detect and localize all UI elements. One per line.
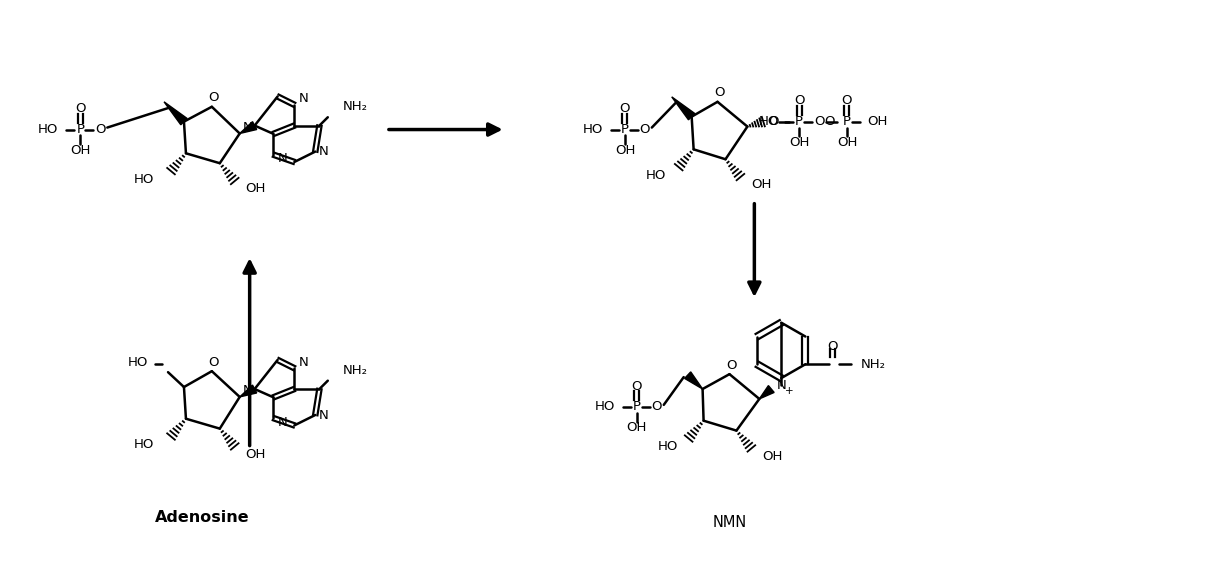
Text: HO: HO [583,123,602,136]
Text: OH: OH [615,144,636,157]
Polygon shape [239,122,256,133]
Text: HO: HO [595,400,615,413]
Text: N: N [319,145,329,158]
Text: NH₂: NH₂ [342,101,367,113]
Text: +: + [785,386,794,396]
Text: N: N [298,93,308,105]
Text: OH: OH [837,136,858,149]
Text: O: O [823,115,834,128]
Text: OH: OH [789,136,810,149]
Text: N: N [777,378,787,392]
Text: O: O [794,94,805,108]
Polygon shape [239,385,256,397]
Text: HO: HO [758,115,779,128]
Text: HO: HO [134,438,155,451]
Text: OH: OH [245,182,266,196]
Text: Adenosine: Adenosine [155,510,249,525]
Text: O: O [827,340,838,353]
Text: OH: OH [70,144,91,157]
Text: O: O [842,94,853,108]
Text: O: O [652,400,663,413]
Text: HO: HO [658,440,677,453]
Text: HO: HO [645,168,666,182]
Text: O: O [768,115,778,128]
Text: N: N [298,356,308,369]
Text: O: O [714,86,725,99]
Text: NH₂: NH₂ [342,364,367,377]
Text: N: N [277,416,287,428]
Text: HO: HO [38,123,59,136]
Polygon shape [164,102,188,125]
Text: OH: OH [762,450,783,463]
Polygon shape [685,372,703,389]
Text: HO: HO [134,172,155,186]
Text: O: O [620,102,631,115]
Text: O: O [632,380,642,393]
Text: P: P [843,115,852,128]
Text: O: O [94,123,106,136]
Text: O: O [209,356,220,369]
Text: OH: OH [866,115,887,128]
Text: P: P [795,115,804,128]
Text: N: N [243,121,253,134]
Text: NMN: NMN [713,515,746,530]
Text: OH: OH [751,178,772,191]
Text: P: P [621,123,629,136]
Polygon shape [760,386,774,399]
Text: N: N [277,152,287,165]
Text: P: P [76,123,85,136]
Text: O: O [639,123,650,136]
Text: N: N [319,408,329,421]
Polygon shape [671,97,694,120]
Text: OH: OH [627,421,647,434]
Text: N: N [243,385,253,397]
Text: O: O [726,359,736,372]
Text: O: O [209,91,220,104]
Text: OH: OH [245,448,266,461]
Text: P: P [633,400,640,413]
Text: HO: HO [128,356,148,369]
Text: O: O [814,115,825,128]
Text: NH₂: NH₂ [861,358,886,371]
Text: O: O [75,102,86,115]
